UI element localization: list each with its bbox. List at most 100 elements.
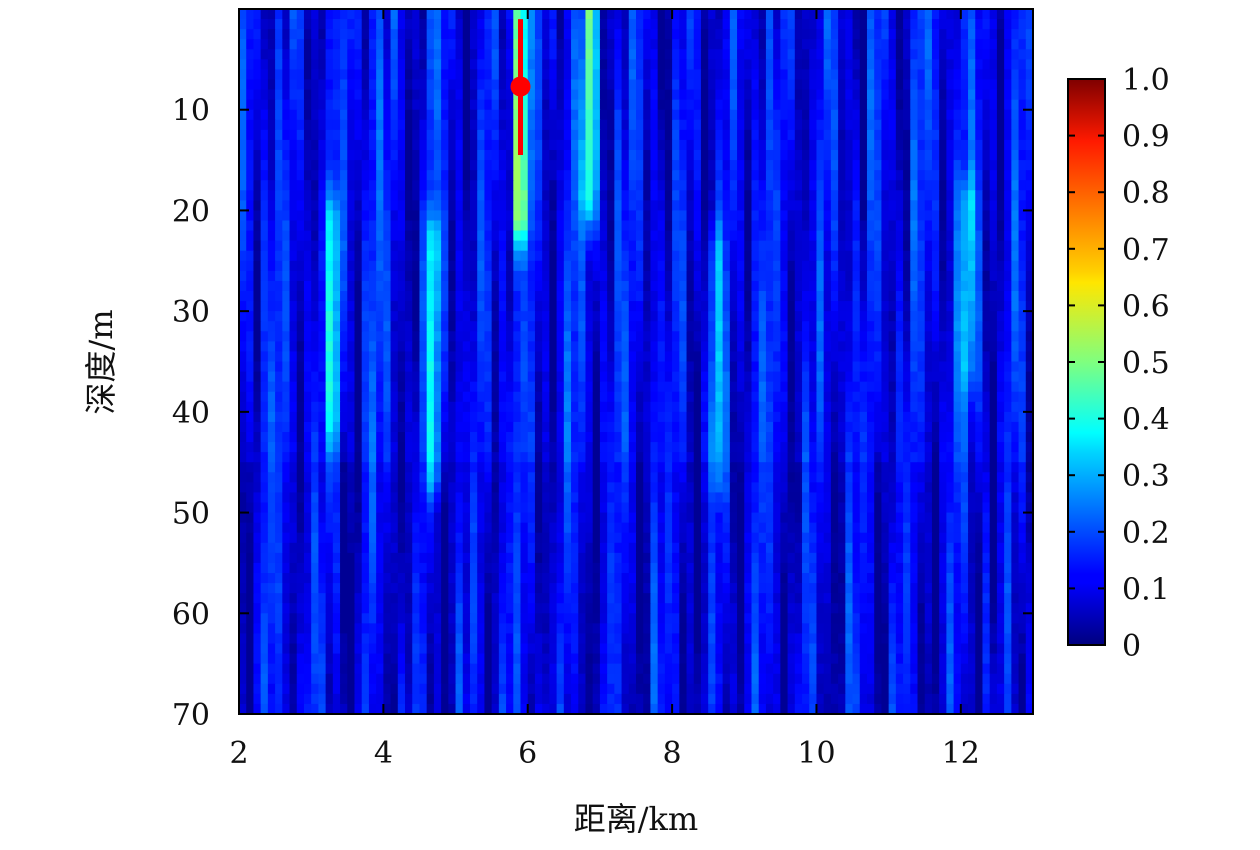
heatmap-cell — [368, 99, 377, 111]
heatmap-cell — [751, 250, 760, 262]
heatmap-cell — [830, 250, 839, 262]
heatmap-cell — [672, 29, 680, 40]
heatmap-cell — [592, 29, 601, 40]
heatmap-cell — [578, 150, 587, 161]
heatmap-cell — [996, 109, 1005, 121]
heatmap-cell — [318, 139, 327, 151]
heatmap-cell — [253, 442, 262, 453]
heatmap-cell — [491, 129, 500, 141]
heatmap-cell — [462, 19, 471, 30]
heatmap-cell — [888, 170, 897, 181]
heatmap-cell — [895, 240, 904, 252]
heatmap-cell — [729, 220, 738, 232]
heatmap-cell — [412, 39, 421, 50]
heatmap-cell — [383, 39, 392, 50]
heatmap-cell — [628, 250, 637, 262]
heatmap-cell — [888, 381, 897, 393]
heatmap-cell — [917, 49, 926, 60]
heatmap-cell — [881, 260, 890, 272]
heatmap-cell — [729, 29, 738, 40]
heatmap-cell — [910, 29, 919, 40]
heatmap-cell — [325, 49, 334, 60]
heatmap-cell — [852, 119, 861, 131]
heatmap-cell — [989, 260, 998, 272]
heatmap-cell — [780, 250, 789, 262]
heatmap-cell — [1025, 260, 1033, 272]
heatmap-cell — [787, 331, 796, 342]
heatmap-cell — [347, 119, 356, 131]
heatmap-cell — [765, 29, 774, 40]
heatmap-cell — [376, 341, 384, 353]
heatmap-cell — [340, 371, 348, 383]
heatmap-cell — [267, 341, 276, 353]
heatmap-cell — [455, 462, 464, 473]
heatmap-cell — [433, 109, 442, 121]
heatmap-cell — [498, 29, 507, 40]
heatmap-cell — [636, 129, 644, 141]
heatmap-cell — [816, 170, 825, 181]
heatmap-cell — [455, 250, 464, 262]
heatmap-cell — [650, 200, 659, 212]
heatmap-cell — [621, 69, 630, 81]
heatmap-cell — [838, 301, 846, 312]
heatmap-cell — [484, 341, 493, 353]
heatmap-cell — [441, 99, 449, 111]
heatmap-cell — [498, 371, 507, 383]
heatmap-cell — [989, 49, 998, 60]
heatmap-cell — [397, 341, 406, 353]
heatmap-cell — [903, 240, 911, 252]
heatmap-cell — [910, 381, 919, 393]
heatmap-cell — [513, 250, 522, 262]
heatmap-cell — [866, 9, 875, 20]
heatmap-cell — [802, 79, 810, 91]
heatmap-cell — [903, 381, 911, 393]
heatmap-cell — [830, 351, 839, 363]
heatmap-cell — [614, 29, 623, 40]
heatmap-cell — [419, 59, 428, 71]
heatmap-cell — [498, 341, 507, 353]
heatmap-cell — [830, 270, 839, 282]
heatmap-cell — [246, 321, 255, 332]
heatmap-cell — [578, 291, 587, 302]
heatmap-cell — [917, 351, 926, 363]
heatmap-cell — [982, 321, 991, 332]
heatmap-cell — [325, 401, 334, 413]
heatmap-cell — [672, 432, 680, 443]
heatmap-cell — [527, 270, 536, 282]
heatmap-cell — [491, 250, 500, 262]
heatmap-cell — [556, 99, 565, 111]
heatmap-cell — [469, 170, 478, 181]
heatmap-cell — [830, 411, 839, 423]
heatmap-cell — [1004, 381, 1012, 393]
heatmap-cell — [802, 331, 810, 342]
heatmap-cell — [1004, 301, 1012, 312]
heatmap-cell — [787, 59, 796, 71]
heatmap-cell — [859, 391, 868, 403]
heatmap-cell — [643, 109, 652, 121]
heatmap-cell — [700, 119, 709, 131]
heatmap-cell — [542, 411, 550, 423]
heatmap-cell — [332, 381, 341, 393]
heatmap-cell — [614, 401, 623, 413]
heatmap-cell — [289, 9, 298, 20]
heatmap-cell — [325, 99, 334, 111]
heatmap-cell — [491, 462, 500, 473]
heatmap-cell — [267, 311, 276, 322]
heatmap-cell — [260, 301, 269, 312]
heatmap-cell — [368, 442, 377, 453]
heatmap-cell — [325, 129, 334, 141]
heatmap-cell — [477, 89, 486, 101]
heatmap-cell — [534, 160, 543, 171]
heatmap-cell — [686, 200, 695, 212]
heatmap-cell — [672, 139, 680, 151]
heatmap-cell — [845, 321, 854, 332]
heatmap-cell — [376, 59, 384, 71]
heatmap-cell — [275, 240, 283, 252]
heatmap-cell — [289, 129, 298, 141]
heatmap-cell — [549, 79, 558, 91]
heatmap-cell — [830, 341, 839, 353]
heatmap-cell — [830, 220, 839, 232]
heatmap-cell — [592, 170, 601, 181]
heatmap-cell — [816, 341, 825, 353]
heatmap-cell — [715, 291, 724, 302]
